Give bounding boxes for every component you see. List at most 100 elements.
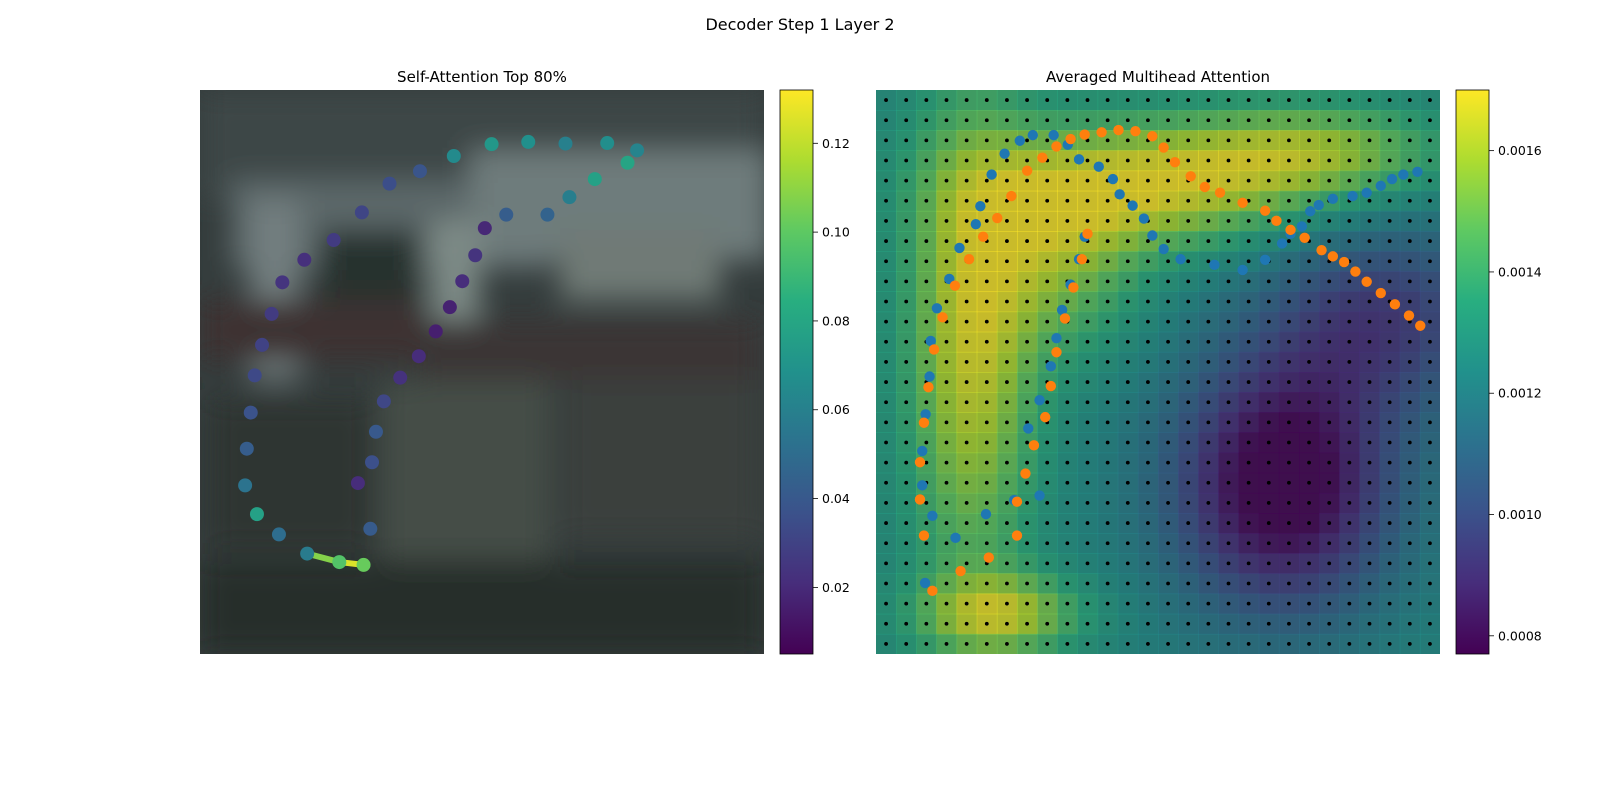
grid-dot [1428, 360, 1432, 364]
grid-dot [984, 339, 989, 344]
grid-dot [904, 259, 909, 264]
grid-dot [1206, 319, 1211, 324]
grid-dot [1246, 319, 1251, 324]
grid-dot [1226, 299, 1231, 304]
grid-dot [1367, 420, 1372, 425]
grid-dot [1407, 299, 1412, 304]
grid-dot [1025, 460, 1029, 465]
grid-dot [1428, 541, 1432, 546]
grid-dot [884, 118, 888, 123]
grid-dot [1146, 239, 1150, 243]
grid-dot [1226, 178, 1231, 183]
grid-dot [1407, 561, 1412, 566]
attention-point [499, 207, 514, 222]
grid-dot [1065, 198, 1070, 203]
grid-dot [1287, 118, 1291, 123]
grid-dot [1307, 158, 1311, 163]
attention-point [521, 134, 536, 149]
grid-dot [1428, 299, 1432, 304]
grid-dot [1428, 601, 1432, 606]
grid-dot [1407, 279, 1412, 284]
grid-dot [944, 259, 949, 264]
grid-dot [1266, 360, 1271, 364]
grid-dot [944, 118, 949, 123]
grid-dot [944, 198, 949, 203]
grid-dot [1307, 380, 1311, 384]
grid-dot [1307, 259, 1311, 264]
grid-dot [1005, 299, 1009, 304]
grid-dot [1025, 400, 1029, 405]
grid-dot [1407, 339, 1412, 344]
multihead-points [914, 124, 1426, 597]
grid-dot [1287, 239, 1291, 243]
grid-dot [984, 601, 989, 606]
grid-dot [924, 198, 929, 203]
grid-dot [984, 178, 989, 183]
grid-dot [944, 138, 949, 143]
grid-dot [944, 360, 949, 364]
sampling-point [980, 508, 992, 520]
grid-dot [1387, 501, 1392, 505]
grid-dot [964, 621, 969, 626]
grid-dot [1387, 339, 1392, 344]
sampling-point [1350, 266, 1361, 277]
grid-dot [1428, 239, 1432, 243]
grid-dot [1226, 521, 1231, 525]
grid-dot [1347, 420, 1352, 425]
grid-dot [1005, 400, 1009, 405]
grid-dot [1367, 621, 1372, 626]
sampling-point [1175, 254, 1186, 265]
grid-dot [1226, 400, 1231, 405]
grid-dot [1287, 420, 1291, 425]
grid-dot [1085, 501, 1090, 505]
grid-dot [1045, 279, 1050, 284]
grid-dot [1186, 541, 1191, 546]
attention-point [326, 233, 341, 248]
grid-dot [904, 521, 909, 525]
grid-dot [1407, 501, 1412, 505]
grid-dot [964, 319, 969, 324]
grid-dot [1085, 621, 1090, 626]
grid-dot [1146, 198, 1150, 203]
grid-dot [1307, 440, 1311, 445]
grid-dot [944, 521, 949, 525]
grid-dot [904, 621, 909, 626]
grid-dot [1246, 339, 1251, 344]
grid-dot [1105, 642, 1110, 646]
grid-dot [1347, 621, 1352, 626]
grid-dot [984, 642, 989, 646]
grid-dot [1307, 642, 1311, 646]
grid-dot [904, 400, 909, 405]
grid-dot [1125, 279, 1130, 284]
grid-dot [1146, 178, 1150, 183]
grid-dot [1206, 279, 1211, 284]
grid-dot [1367, 642, 1372, 646]
grid-dot [1065, 601, 1070, 606]
grid-dot [1045, 178, 1050, 183]
grid-dot [944, 460, 949, 465]
grid-dot [904, 279, 909, 284]
grid-dot [1186, 118, 1191, 123]
grid-dot [1387, 158, 1392, 163]
grid-dot [1287, 621, 1291, 626]
attention-point [587, 172, 602, 187]
sampling-point [917, 480, 928, 491]
grid-dot [1266, 319, 1271, 324]
grid-dot [1246, 259, 1251, 264]
grid-dot [1146, 98, 1150, 102]
grid-dot [1186, 440, 1191, 445]
grid-dot [1206, 118, 1211, 123]
grid-dot [1005, 460, 1009, 465]
grid-dot [1005, 158, 1009, 163]
grid-dot [1085, 178, 1090, 183]
grid-dot [964, 561, 969, 566]
attention-point [249, 507, 264, 522]
grid-dot [1105, 198, 1110, 203]
grid-dot [1347, 440, 1352, 445]
grid-dot [1186, 621, 1191, 626]
grid-dot [884, 521, 888, 525]
grid-dot [1407, 621, 1412, 626]
grid-dot [944, 561, 949, 566]
colorbar-tick-label: 0.12 [822, 136, 850, 151]
grid-dot [1387, 420, 1392, 425]
